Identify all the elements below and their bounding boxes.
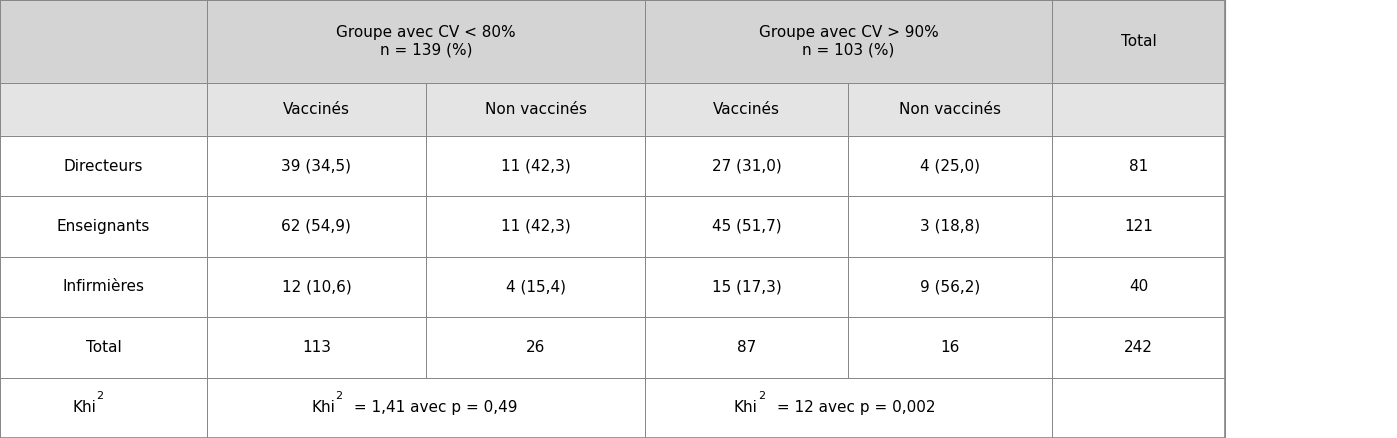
Polygon shape [848,83,1052,136]
Polygon shape [0,83,207,136]
Text: 45 (51,7): 45 (51,7) [712,219,781,234]
Polygon shape [207,257,426,317]
Polygon shape [848,196,1052,257]
Text: 40: 40 [1129,279,1148,294]
Text: = 1,41 avec p = 0,49: = 1,41 avec p = 0,49 [349,400,518,415]
Text: 39 (34,5): 39 (34,5) [281,159,352,173]
Text: Khi: Khi [733,400,757,415]
Text: 15 (17,3): 15 (17,3) [712,279,781,294]
Polygon shape [645,136,848,196]
Text: 242: 242 [1125,340,1153,355]
Text: 2: 2 [335,391,342,401]
Text: Groupe avec CV > 90%
n = 103 (%): Groupe avec CV > 90% n = 103 (%) [759,25,939,58]
Text: Vaccinés: Vaccinés [284,102,349,117]
Text: 81: 81 [1129,159,1148,173]
Polygon shape [1052,257,1225,317]
Polygon shape [0,0,207,83]
Polygon shape [207,83,426,136]
Text: 62 (54,9): 62 (54,9) [281,219,352,234]
Polygon shape [426,136,645,196]
Text: Vaccinés: Vaccinés [714,102,780,117]
Polygon shape [207,378,645,438]
Polygon shape [0,196,207,257]
Polygon shape [0,317,207,378]
Polygon shape [0,257,207,317]
Polygon shape [1052,196,1225,257]
Text: 27 (31,0): 27 (31,0) [712,159,781,173]
Text: Total: Total [1120,34,1157,49]
Polygon shape [645,0,1052,83]
Polygon shape [1052,0,1225,83]
Text: 2: 2 [757,391,766,401]
Polygon shape [848,317,1052,378]
Text: 16: 16 [940,340,960,355]
Text: Directeurs: Directeurs [64,159,142,173]
Polygon shape [426,83,645,136]
Text: Non vaccinés: Non vaccinés [898,102,1002,117]
Text: Non vaccinés: Non vaccinés [485,102,587,117]
Polygon shape [1052,378,1225,438]
Polygon shape [426,196,645,257]
Text: 4 (25,0): 4 (25,0) [921,159,979,173]
Polygon shape [645,317,848,378]
Polygon shape [645,83,848,136]
Polygon shape [0,136,207,196]
Text: 113: 113 [302,340,331,355]
Polygon shape [426,257,645,317]
Text: Khi: Khi [73,400,96,415]
Polygon shape [0,378,207,438]
Text: Total: Total [85,340,122,355]
Text: 2: 2 [96,391,103,401]
Text: 4 (15,4): 4 (15,4) [506,279,566,294]
Polygon shape [1052,83,1225,136]
Text: Groupe avec CV < 80%
n = 139 (%): Groupe avec CV < 80% n = 139 (%) [337,25,515,58]
Polygon shape [207,136,426,196]
Polygon shape [848,136,1052,196]
Text: Khi: Khi [312,400,335,415]
Polygon shape [848,257,1052,317]
Text: 121: 121 [1125,219,1153,234]
Text: Infirmières: Infirmières [63,279,144,294]
Text: 9 (56,2): 9 (56,2) [919,279,981,294]
Text: 3 (18,8): 3 (18,8) [919,219,981,234]
Polygon shape [426,317,645,378]
Polygon shape [207,0,645,83]
Polygon shape [207,196,426,257]
Polygon shape [1052,136,1225,196]
Polygon shape [645,257,848,317]
Text: 26: 26 [527,340,545,355]
Text: 11 (42,3): 11 (42,3) [502,219,570,234]
Text: 87: 87 [738,340,756,355]
Text: Enseignants: Enseignants [57,219,149,234]
Polygon shape [207,317,426,378]
Polygon shape [645,378,1052,438]
Polygon shape [645,196,848,257]
Text: = 12 avec p = 0,002: = 12 avec p = 0,002 [771,400,936,415]
Text: 12 (10,6): 12 (10,6) [282,279,351,294]
Polygon shape [1052,317,1225,378]
Text: 11 (42,3): 11 (42,3) [502,159,570,173]
